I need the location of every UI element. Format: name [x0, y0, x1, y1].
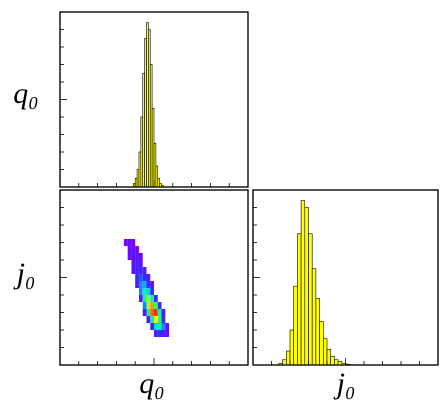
- density-cell: [138, 281, 143, 288]
- density-cell: [135, 260, 139, 267]
- density-cell: [138, 288, 143, 295]
- density-cell: [165, 330, 170, 337]
- histogram-bar: [330, 355, 335, 366]
- density-cell: [138, 274, 143, 281]
- density-cell: [135, 267, 139, 274]
- histogram-bar: [285, 350, 291, 366]
- panel-border: [59, 11, 249, 188]
- panel-border: [252, 189, 439, 366]
- density-cell: [146, 302, 151, 309]
- density-cell: [154, 323, 158, 330]
- panel-frame: [59, 189, 249, 366]
- density-cell: [142, 309, 147, 316]
- density-cell: [123, 239, 128, 246]
- density-cell: [138, 260, 143, 267]
- density-cell: [146, 274, 151, 281]
- density-cell: [135, 274, 139, 281]
- density-cell: [142, 295, 147, 302]
- histogram-bar: [293, 285, 298, 366]
- density-cell: [150, 281, 154, 288]
- density-cell: [146, 281, 151, 288]
- density-cell: [150, 309, 154, 316]
- density-cell: [131, 239, 136, 246]
- panel-frame: [252, 189, 439, 366]
- histogram-bar: [311, 268, 317, 366]
- column-label: j₀: [333, 367, 356, 400]
- density-cell: [135, 246, 139, 253]
- density-cell: [127, 246, 132, 253]
- density-cell: [154, 316, 158, 323]
- density-cell: [127, 239, 132, 246]
- density-cell: [154, 309, 158, 316]
- density-cell: [150, 323, 154, 330]
- histogram-bar: [297, 233, 302, 366]
- histogram-bar: [315, 298, 320, 366]
- histogram-bar: [282, 359, 287, 366]
- row-label: j₀: [13, 257, 36, 290]
- density-cell: [135, 281, 139, 288]
- density-cell: [142, 302, 147, 309]
- density-cell: [142, 274, 147, 281]
- histogram-bar: [334, 359, 339, 366]
- density-cell: [142, 288, 147, 295]
- density-cell: [157, 309, 162, 316]
- density-cell: [150, 295, 154, 302]
- histogram-bar: [326, 348, 331, 366]
- density-cell: [150, 302, 154, 309]
- density-cell: [146, 295, 151, 302]
- density-cell: [131, 246, 136, 253]
- histogram-bar: [304, 207, 309, 366]
- density-cell: [138, 267, 143, 274]
- density-cell: [161, 309, 166, 316]
- column-label: q₀: [139, 367, 164, 400]
- density-cell: [154, 330, 158, 337]
- density-cell: [161, 323, 166, 330]
- density-cell: [150, 316, 154, 323]
- histogram-bar: [300, 200, 306, 366]
- density-cell: [161, 316, 166, 323]
- histogram-bar: [319, 320, 324, 366]
- histogram-bar: [322, 338, 328, 366]
- density-cell: [157, 323, 162, 330]
- histogram-bar: [289, 329, 294, 366]
- density-cell: [150, 288, 154, 295]
- density-cell: [142, 281, 147, 288]
- density-cell: [131, 253, 136, 260]
- density-cell: [146, 288, 151, 295]
- panel-border: [59, 189, 249, 366]
- row-label: q₀: [13, 77, 38, 110]
- density-cell: [165, 323, 170, 330]
- density-cell: [154, 295, 158, 302]
- density-cell: [135, 253, 139, 260]
- density-cell: [157, 316, 162, 323]
- histogram-bar: [308, 233, 313, 366]
- density-cell: [161, 330, 166, 337]
- density-cell: [146, 309, 151, 316]
- density-cell: [138, 295, 143, 302]
- density-cell: [127, 253, 132, 260]
- density-cell: [142, 267, 147, 274]
- density-cell: [154, 302, 158, 309]
- density-cell: [157, 330, 162, 337]
- density-cell: [138, 253, 143, 260]
- density-cell: [146, 316, 151, 323]
- density-cell: [131, 260, 136, 267]
- density-cell: [157, 302, 162, 309]
- density-cell: [131, 267, 136, 274]
